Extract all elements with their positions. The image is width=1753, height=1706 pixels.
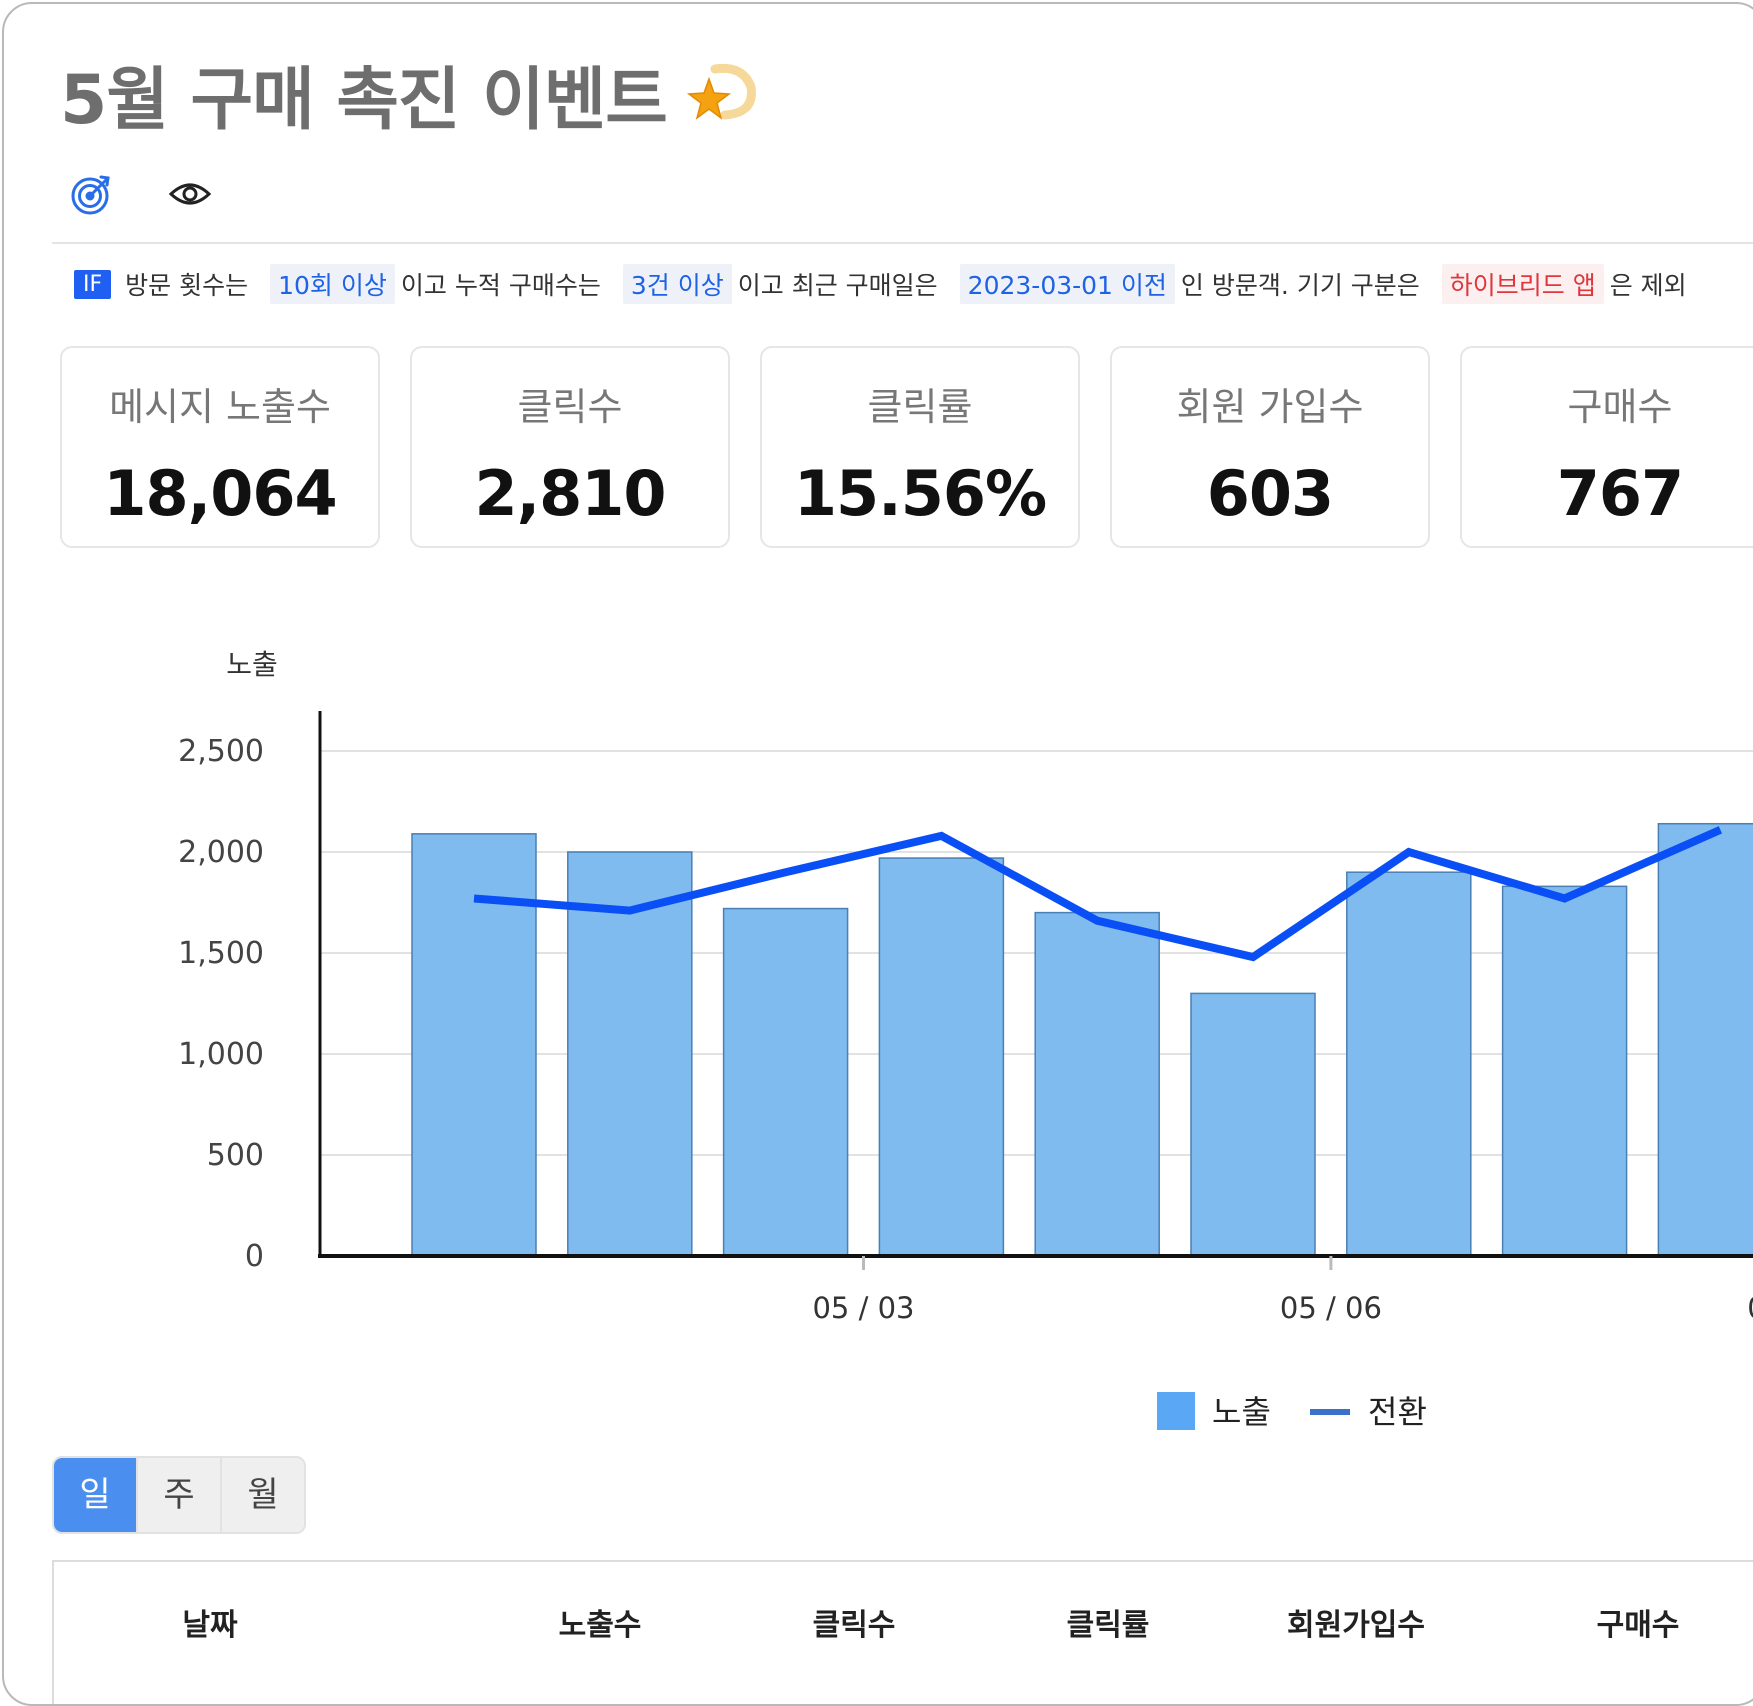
stat-card: 회원 가입수 603 <box>1110 346 1430 548</box>
bar <box>567 851 693 1257</box>
bar <box>1034 911 1160 1257</box>
shooting-star-icon <box>686 63 756 120</box>
y-tick-label: 2,000 <box>178 835 264 870</box>
table-header-cell[interactable]: 클릭수 <box>812 1608 896 1643</box>
bar <box>1501 885 1628 1257</box>
table-header-cell[interactable]: 회원가입수 <box>1287 1608 1425 1643</box>
page-title: 5월 구매 촉진 이벤트 <box>60 44 757 143</box>
y-tick-label: 1,500 <box>178 936 264 971</box>
bar <box>1190 992 1316 1257</box>
header-divider <box>52 242 1753 244</box>
bar <box>722 907 849 1257</box>
stat-label: 메시지 노출수 <box>109 385 331 429</box>
targeting-condition: IF 방문 횟수는 10회 이상 이고 누적 구매수는 3건 이상 이고 최근 구매일은 20… <box>74 264 1695 304</box>
y-axis-title: 노출 <box>226 648 278 681</box>
table-header-cell[interactable]: 클릭률 <box>1066 1608 1150 1643</box>
stat-label: 클릭률 <box>867 385 973 429</box>
condition-value: 10회 이상 <box>270 264 395 304</box>
period-tab[interactable]: 주 <box>136 1458 220 1532</box>
stat-value: 18,064 <box>103 457 337 530</box>
stat-value: 2,810 <box>474 457 666 530</box>
bar <box>1346 871 1472 1257</box>
condition-text: 방문 횟수는 <box>125 271 249 300</box>
if-badge: IF <box>74 269 112 299</box>
x-tick-label: 05 / 06 <box>1280 1291 1382 1325</box>
legend-label: 노출 <box>1212 1393 1271 1431</box>
condition-text: 누적 구매수는 <box>454 271 601 300</box>
stat-label: 회원 가입수 <box>1176 385 1364 429</box>
condition-text: 이고 <box>400 271 447 300</box>
table-header-cell[interactable]: 구매수 <box>1596 1608 1680 1643</box>
y-tick-label: 2,500 <box>178 734 264 769</box>
stat-card: 클릭수 2,810 <box>410 346 730 548</box>
stat-value: 603 <box>1206 457 1334 530</box>
stat-card: 구매수 767 <box>1460 346 1753 548</box>
condition-text: 최근 구매일은 <box>791 271 938 300</box>
stat-label: 구매수 <box>1567 385 1673 429</box>
eye-icon[interactable] <box>168 172 212 216</box>
table-header-cell[interactable]: 노출수 <box>558 1608 642 1643</box>
bar <box>411 833 537 1257</box>
stat-value: 15.56% <box>793 457 1047 530</box>
table-header-cell[interactable]: 날짜 <box>182 1608 238 1643</box>
x-tick-label: 05 / 03 <box>812 1291 914 1325</box>
page-title-text: 5월 구매 촉진 이벤트 <box>60 61 668 140</box>
condition-value: 하이브리드 앱 <box>1441 264 1604 304</box>
condition-text: 이고 <box>737 271 784 300</box>
series-line <box>473 826 1723 962</box>
condition-text: 인 방문객. <box>1180 271 1289 300</box>
bar <box>878 857 1005 1257</box>
condition-text: 기기 구분은 <box>1296 271 1420 300</box>
stat-card: 메시지 노출수 18,064 <box>60 346 380 548</box>
stat-value: 767 <box>1556 457 1684 530</box>
stat-card: 클릭률 15.56% <box>760 346 1080 548</box>
legend-swatch-bar <box>1157 1392 1195 1430</box>
y-tick-label: 1,000 <box>178 1037 264 1072</box>
y-tick-label: 500 <box>207 1138 264 1173</box>
bar <box>1657 822 1753 1257</box>
condition-value: 2023-03-01 이전 <box>959 264 1175 304</box>
legend-label: 전환 <box>1368 1393 1427 1431</box>
period-tab[interactable]: 일 <box>54 1458 136 1532</box>
y-tick-label: 0 <box>245 1239 264 1274</box>
condition-text: 은 제외 <box>1609 271 1687 300</box>
x-tick-label: 04 / 28 <box>1747 1291 1753 1325</box>
target-icon[interactable] <box>70 172 114 216</box>
stats-table: 날짜 노출수 클릭수 클릭률 회원가입수 구매수 <box>52 1560 1753 1704</box>
period-tab[interactable]: 월 <box>220 1458 304 1532</box>
condition-value: 3건 이상 <box>622 264 732 304</box>
stat-label: 클릭수 <box>517 385 623 429</box>
impressions-chart: 노출 0 500 1,000 1,500 2,000 2,500 05 / 03 05 / 06… <box>178 648 1753 1431</box>
